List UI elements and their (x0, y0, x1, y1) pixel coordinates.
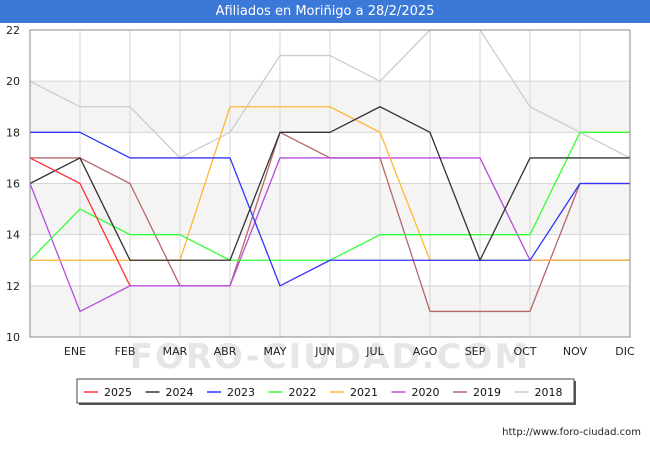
y-tick-label: 12 (6, 280, 20, 293)
series-line-2018 (29, 29, 631, 159)
watermark: FORO-CIUDAD.COM (130, 337, 531, 377)
y-tick-labels: 10 12 14 16 18 20 22 (6, 24, 20, 344)
legend-label-2025: 2025 (104, 386, 132, 399)
legend-box (76, 378, 575, 404)
legend: 2025 2024 2023 2022 2021 2020 2019 2018 (76, 378, 576, 405)
x-tick-label: FEB (115, 345, 136, 358)
x-tick-label: JUL (365, 345, 384, 358)
legend-label-2019: 2019 (473, 386, 501, 399)
x-tick-label: MAY (264, 345, 287, 358)
x-tick-label: ENE (64, 345, 86, 358)
y-tick-label: 16 (6, 178, 20, 191)
x-tick-label: DIC (615, 345, 635, 358)
x-tick-label: NOV (563, 345, 588, 358)
legend-label-2022: 2022 (289, 386, 317, 399)
legend-label-2018: 2018 (535, 386, 563, 399)
legend-label-2020: 2020 (412, 386, 440, 399)
x-tick-label: OCT (513, 345, 536, 358)
x-tick-label: AGO (413, 345, 438, 358)
legend-label-2023: 2023 (227, 386, 255, 399)
y-tick-label: 14 (6, 229, 20, 242)
series-line-2024 (29, 106, 630, 261)
y-tick-label: 20 (6, 75, 20, 88)
chart-title: Afiliados en Moriñigo a 28/2/2025 (0, 0, 650, 23)
series-line-2025 (29, 157, 131, 287)
plot-border (29, 29, 631, 338)
x-tick-label: ABR (214, 345, 237, 358)
series-lines (29, 29, 631, 313)
x-tick-label: SEP (465, 345, 486, 358)
x-tick-label: JUN (314, 345, 335, 358)
legend-label-2021: 2021 (350, 386, 378, 399)
x-tick-label: MAR (163, 345, 188, 358)
source-url: http://www.foro-ciudad.com (502, 427, 641, 438)
legend-label-2024: 2024 (166, 386, 194, 399)
series-line-2023 (30, 131, 630, 287)
y-tick-label: 18 (6, 126, 20, 139)
y-tick-label: 10 (6, 331, 20, 344)
x-tick-labels: ENE FEB MAR ABR MAY JUN JUL AGO SEP OCT NOV DIC (64, 345, 635, 358)
y-tick-label: 22 (6, 24, 20, 37)
